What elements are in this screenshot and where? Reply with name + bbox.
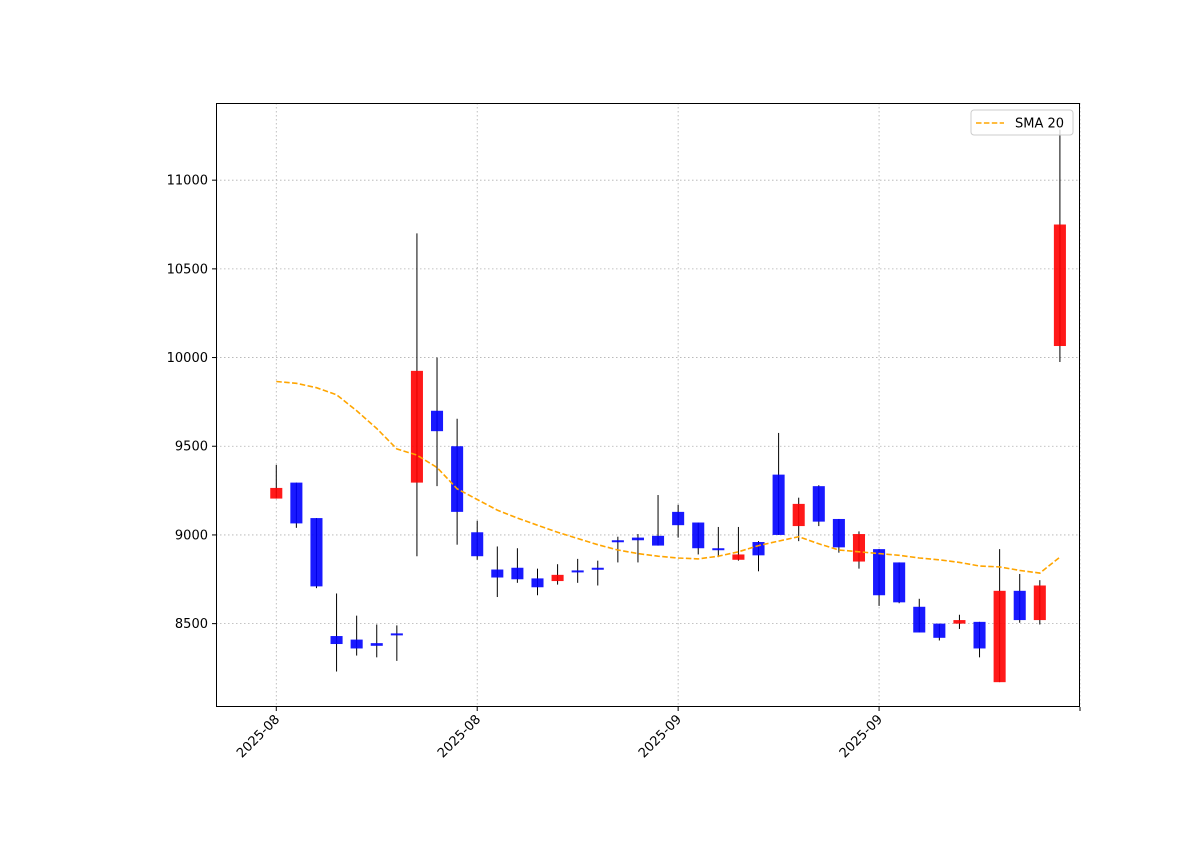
candle-body-down [471,532,484,557]
candle-body-up [792,503,805,527]
candle-body-down [571,570,584,573]
y-tick-label: 8500 [175,617,208,632]
x-tick-label: 2025-08 [435,712,484,761]
x-tick-label: 2025-09 [837,712,886,761]
candle-body-down [390,633,403,636]
y-tick-label: 11000 [167,174,208,189]
candle-body-up [953,620,966,624]
legend-label-sma: SMA 20 [1015,117,1064,132]
candle-body-down [370,643,383,646]
candle-body-down [652,535,665,546]
candle-body-up [732,554,745,560]
candle-body-down [812,486,825,522]
candle-body-down [430,410,444,432]
candle-body-up [852,534,866,562]
candle-body-down [913,606,926,633]
candle-body-up [993,590,1006,683]
candle-body-down [672,511,685,526]
x-axis: 2025-08 2025-08 2025-09 2025-09 [234,707,1081,761]
y-tick-label: 10000 [167,351,208,366]
candle-body-up [270,487,283,499]
grid-lines [216,103,1081,707]
y-tick-label: 9500 [175,440,208,455]
candle-body-up [1033,585,1046,621]
candle-body-down [631,537,644,541]
candle-body-down [752,542,765,556]
candle-body-down [310,518,323,587]
candle-body-down [511,567,524,580]
candle-body-down [712,548,725,551]
plot-background [216,103,1080,707]
legend: SMA 20 [970,109,1074,136]
candle-body-down [973,621,986,649]
candle-body-down [873,549,886,596]
candle-body-down [350,639,363,649]
candle-body-down [491,569,504,578]
plot-frame [216,103,1080,707]
candle-body-down [772,474,785,535]
candle-body-down [531,578,544,588]
candle-body-up [1053,224,1066,347]
candle-body-down [692,522,705,549]
x-tick-label: 2025-08 [234,712,283,761]
candle-body-down [933,623,946,638]
y-tick-label: 9000 [175,528,208,543]
candle-body-down [611,540,624,543]
candle-body-down [330,636,343,645]
candle-body-up [410,370,423,483]
candle-body-down [591,567,604,570]
candle-bodies [270,224,1066,683]
x-tick-label: 2025-09 [636,712,685,761]
legend-box [970,109,1074,136]
y-tick-label: 10500 [167,262,208,277]
sma-20-line [276,380,1061,574]
candle-body-down [290,482,303,524]
candle-body-down [832,518,845,548]
candle-body-up [551,574,564,582]
sma-series [276,380,1061,574]
candle-body-down [451,446,464,512]
candle-body-down [893,562,906,603]
candle-body-down [1013,590,1026,621]
y-axis: 8500 9000 9500 10000 10500 11000 [167,174,216,632]
